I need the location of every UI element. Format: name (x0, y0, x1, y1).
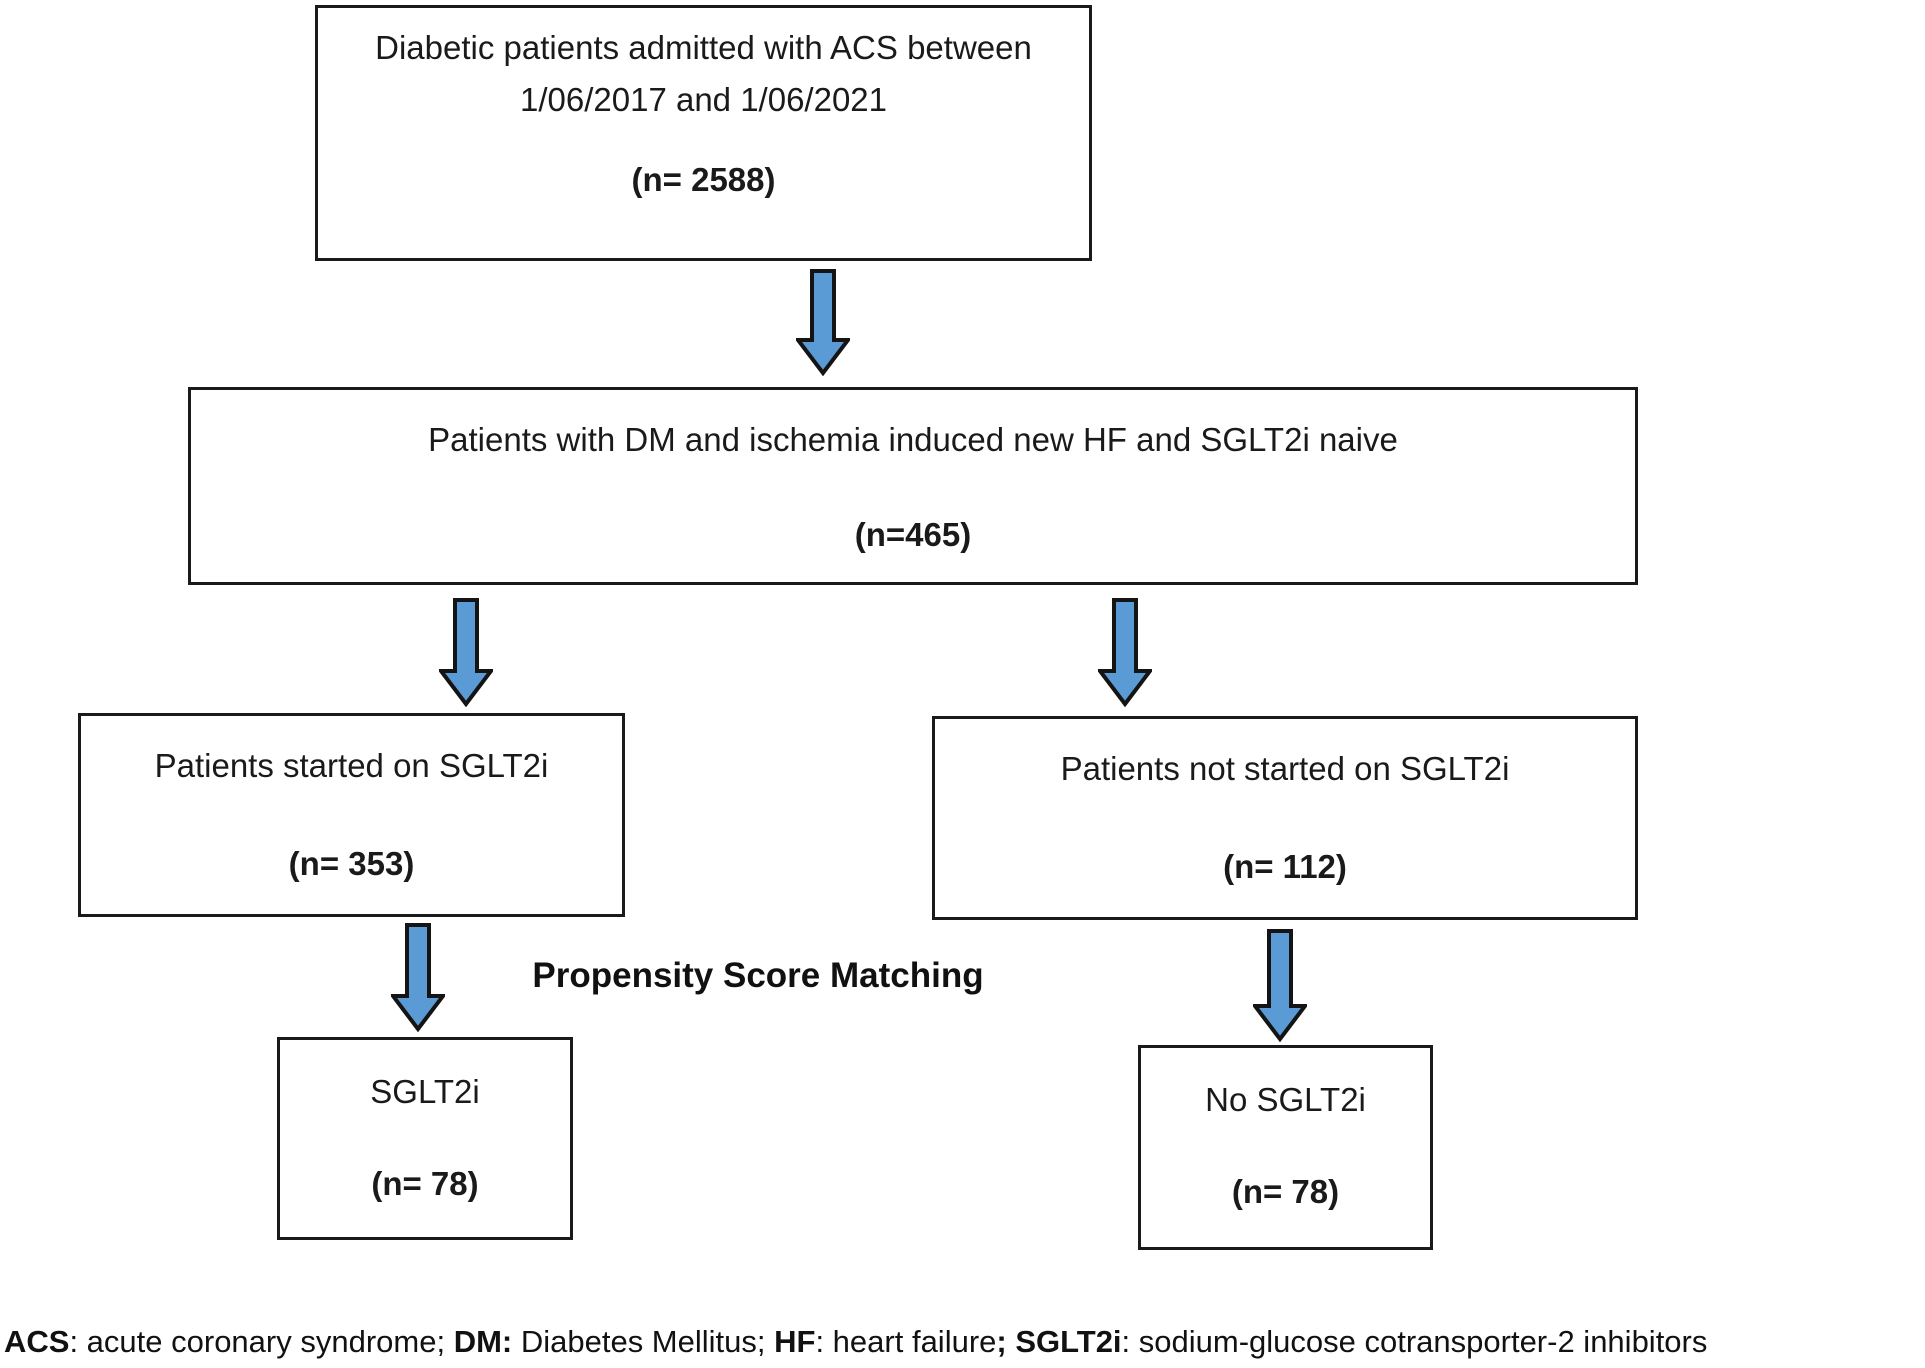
down-arrow-shape (796, 269, 850, 376)
footer-abbr: ACS (4, 1324, 70, 1359)
box-text-line: Patients not started on SGLT2i (1060, 750, 1510, 787)
down-arrow-shape (439, 598, 493, 707)
box-count: (n=465) (854, 516, 972, 553)
down-arrow-shape (1253, 929, 1307, 1042)
box-text-line: 1/06/2017 and 1/06/2021 (519, 81, 887, 118)
box-text-line: SGLT2i (370, 1073, 480, 1110)
footer-definition: : acute coronary syndrome; (69, 1324, 454, 1359)
box-count: (n= 78) (371, 1165, 479, 1202)
box-count: (n= 353) (288, 845, 415, 882)
flow-box-eligible-cohort: Patients with DM and ischemia induced ne… (188, 387, 1638, 585)
footer-abbr: ; SGLT2i (996, 1324, 1122, 1359)
flow-box-matched-no-sglt2i: No SGLT2i (n= 78) (1138, 1045, 1433, 1250)
footer-definition: Diabetes Mellitus; (512, 1324, 775, 1359)
down-arrow-shape (1098, 598, 1152, 707)
flow-box-source-population: Diabetic patients admitted with ACS betw… (315, 5, 1092, 261)
flow-box-not-started-sglt2i: Patients not started on SGLT2i (n= 112) (932, 716, 1638, 920)
footer-abbr: DM: (453, 1324, 513, 1359)
box-text-line: Patients started on SGLT2i (154, 747, 549, 784)
footer-definition: : heart failure (815, 1324, 997, 1359)
down-arrow-shape (391, 923, 445, 1032)
box-count: (n= 112) (1223, 848, 1347, 885)
down-arrow-icon (1098, 598, 1152, 707)
down-arrow-icon (1253, 929, 1307, 1042)
propensity-score-matching-label: Propensity Score Matching (532, 956, 984, 995)
box-text-line: Patients with DM and ischemia induced ne… (428, 421, 1398, 458)
footer-abbr: HF (774, 1324, 816, 1359)
footer-definition: : sodium-glucose cotransporter-2 inhibit… (1121, 1324, 1708, 1359)
footer-abbreviations: ACS: acute coronary syndrome; DM: Diabet… (4, 1322, 1922, 1362)
box-text-line: No SGLT2i (1205, 1081, 1366, 1118)
down-arrow-icon (439, 598, 493, 707)
down-arrow-icon (391, 923, 445, 1032)
flow-box-matched-sglt2i: SGLT2i (n= 78) (277, 1037, 573, 1240)
down-arrow-icon (796, 269, 850, 376)
box-text-line: Diabetic patients admitted with ACS betw… (375, 29, 1032, 66)
flow-box-started-sglt2i: Patients started on SGLT2i (n= 353) (78, 713, 625, 917)
box-count: (n= 78) (1231, 1173, 1340, 1210)
box-count: (n= 2588) (631, 161, 776, 198)
